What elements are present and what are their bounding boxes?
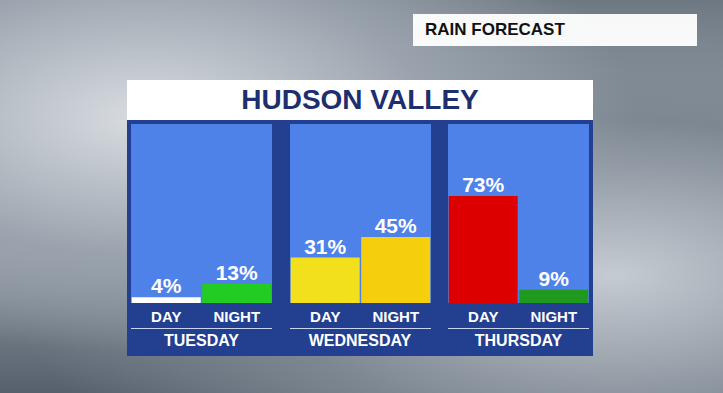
html-text:RAIN FORECAST: RAIN FORECAST bbox=[425, 20, 565, 39]
svg-text:4%: 4% bbox=[151, 274, 182, 297]
svg-text:31%: 31% bbox=[304, 235, 346, 258]
html-text:THURSDAY: THURSDAY bbox=[474, 332, 563, 349]
svg-text:DAY: DAY bbox=[151, 308, 181, 325]
svg-text:DAY: DAY bbox=[310, 308, 340, 325]
svg-text:9%: 9% bbox=[539, 267, 570, 290]
svg-text:13%: 13% bbox=[216, 261, 258, 284]
svg-text:NIGHT: NIGHT bbox=[530, 308, 577, 325]
svg-text:73%: 73% bbox=[462, 173, 504, 196]
svg-text:NIGHT: NIGHT bbox=[372, 308, 419, 325]
svg-text:DAY: DAY bbox=[468, 308, 498, 325]
svg-text:45%: 45% bbox=[374, 214, 416, 237]
html-text:TUESDAY: TUESDAY bbox=[164, 332, 239, 349]
html-text:HUDSON VALLEY: HUDSON VALLEY bbox=[241, 84, 479, 115]
svg-text:NIGHT: NIGHT bbox=[213, 308, 260, 325]
html-text:WEDNESDAY: WEDNESDAY bbox=[308, 332, 412, 349]
